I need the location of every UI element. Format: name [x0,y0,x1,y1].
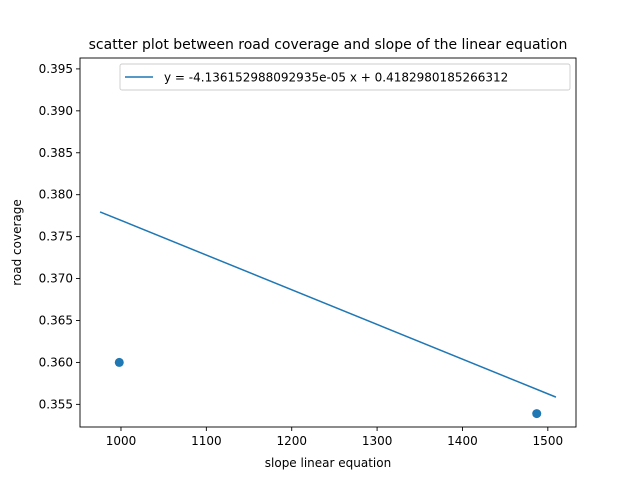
legend: y = -4.136152988092935e-05 x + 0.4182980… [119,63,571,91]
x-tick-label: 1400 [447,434,478,448]
y-tick-label: 0.395 [39,62,73,76]
plot-frame [79,57,577,428]
y-tick-label: 0.385 [39,146,73,160]
y-axis: 0.355 0.360 0.365 0.370 0.375 0.380 0.385 0.390… [39,62,80,411]
y-tick-label: 0.360 [39,355,73,369]
points-layer [114,357,542,419]
x-axis-label: slope linear equation [265,456,391,470]
legend-box [119,63,571,91]
x-tick-label: 1100 [191,434,222,448]
x-tick-label: 1500 [533,434,564,448]
y-tick-label: 0.355 [39,397,73,411]
x-tick-label: 1300 [362,434,393,448]
x-tick-label: 1200 [276,434,307,448]
y-tick-label: 0.390 [39,104,73,118]
y-axis-label: road coverage [10,199,24,286]
x-axis: 1000 1100 1200 1300 1400 1500 [106,427,563,448]
legend-label: y = -4.136152988092935e-05 x + 0.4182980… [164,71,508,85]
y-tick-label: 0.375 [39,230,73,244]
plot-area [80,58,576,427]
y-tick-label: 0.380 [39,188,73,202]
chart-title: scatter plot between road coverage and s… [89,37,568,53]
y-tick-label: 0.365 [39,313,73,327]
fit-line-layer [99,211,557,398]
scatter-point [114,357,124,367]
x-tick-label: 1000 [106,434,137,448]
y-tick-label: 0.370 [39,272,73,286]
fit-line [99,211,557,398]
scatter-point [532,409,542,419]
